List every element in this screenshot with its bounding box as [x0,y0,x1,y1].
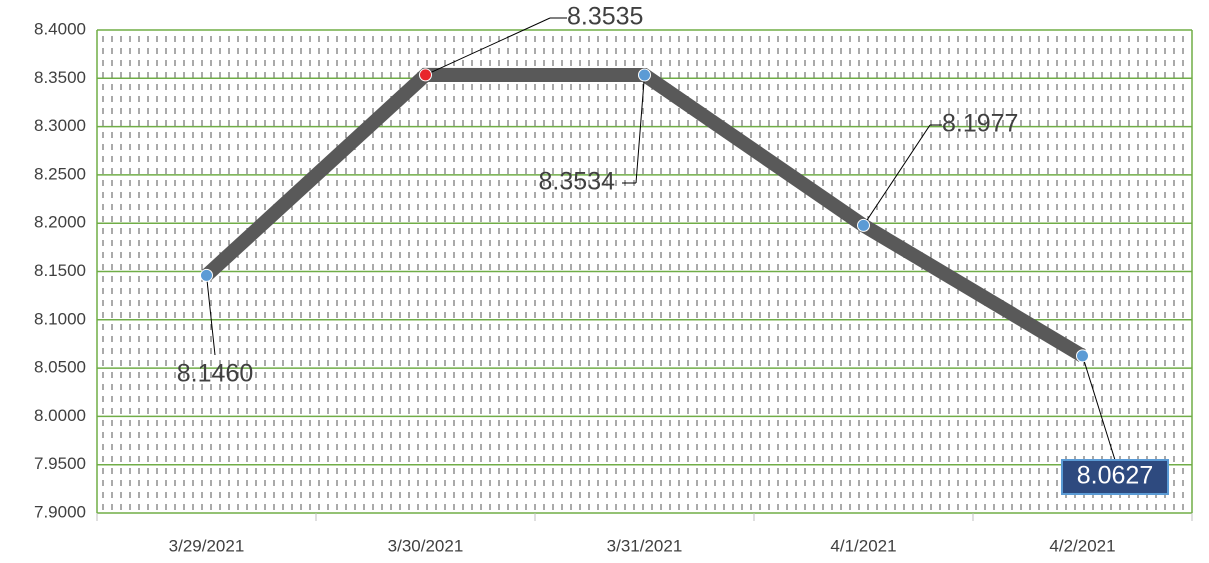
leader-line [206,275,216,356]
y-tick-label: 8.0500 [34,358,86,377]
data-label: 8.1460 [177,360,253,388]
y-tick-label: 8.0000 [34,406,86,425]
data-label: 8.3534 [539,168,616,196]
y-tick-label: 8.3500 [34,68,86,87]
data-label: 8.3535 [567,3,643,31]
label-box [1061,459,1169,495]
marker [1076,349,1089,363]
y-tick-label: 7.9000 [34,502,86,521]
x-tick-label: 4/2/2021 [1049,536,1115,555]
x-tick-label: 3/31/2021 [607,536,683,555]
y-tick-label: 8.1500 [34,261,86,280]
x-tick-label: 4/1/2021 [830,536,896,555]
y-tick-label: 8.2500 [34,164,86,183]
y-tick-label: 8.3000 [34,116,86,135]
marker [419,68,432,82]
y-tick-label: 8.4000 [34,19,86,38]
y-tick-label: 8.2000 [34,213,86,232]
x-tick-label: 3/29/2021 [169,536,245,555]
y-tick-label: 7.9500 [34,454,86,473]
y-tick-label: 8.1000 [34,309,86,328]
leader-line [425,17,551,76]
marker [857,218,870,232]
leader-line [863,124,931,226]
marker [200,268,213,282]
data-label: 8.1977 [942,110,1018,138]
leader-line [635,74,645,184]
x-tick-label: 3/30/2021 [388,536,464,555]
data-label: 8.0627 [1077,462,1153,490]
marker [638,68,651,82]
leader-line [1082,355,1116,461]
